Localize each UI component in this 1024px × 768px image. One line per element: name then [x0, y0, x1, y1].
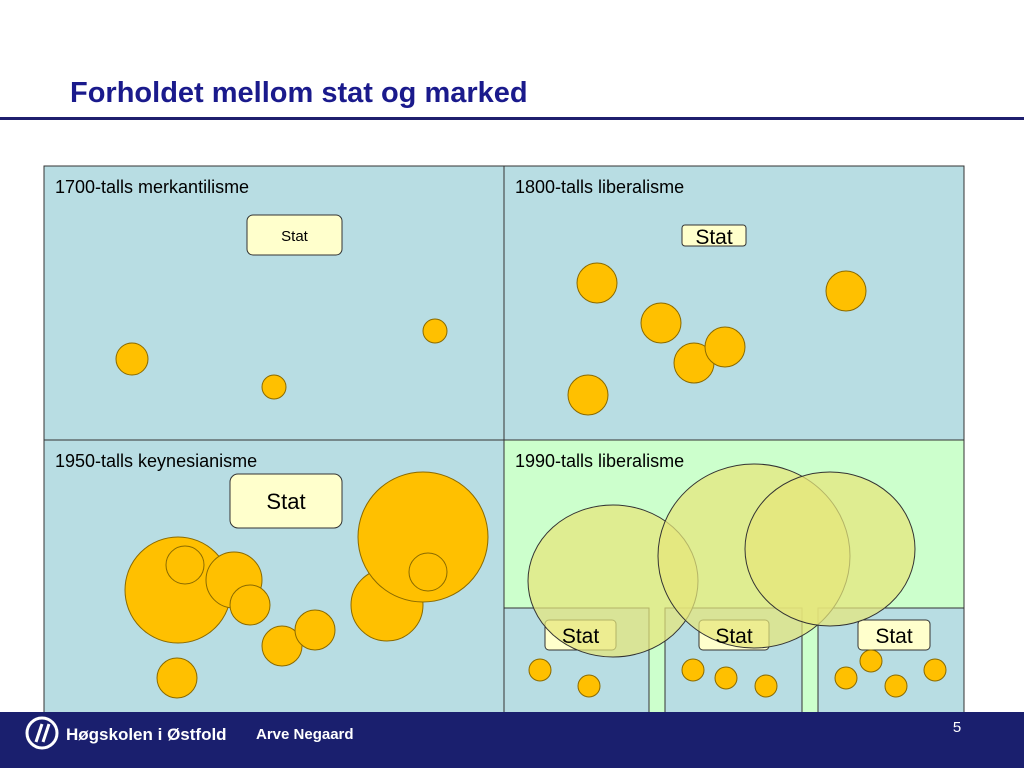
logo-mark — [34, 723, 51, 743]
market-actor — [859, 649, 883, 673]
market-actor — [422, 318, 448, 344]
stat-label: Stat — [281, 228, 309, 245]
institution: Høgskolen i Østfold — [66, 725, 227, 744]
panel-label: 1990-talls liberalisme — [515, 451, 684, 471]
market-actor — [408, 552, 448, 592]
market-actor — [714, 666, 738, 690]
market-actor — [229, 584, 271, 626]
market-actor — [115, 342, 149, 376]
stat-box — [681, 224, 747, 247]
panel-label: 1950-talls keynesianisme — [55, 451, 257, 471]
stat-label: Stat — [266, 489, 305, 514]
panel-label: 1800-talls liberalisme — [515, 177, 684, 197]
market-actor — [681, 658, 705, 682]
page-number: 5 — [953, 719, 961, 736]
stat-label: Stat — [562, 625, 600, 648]
market-actor — [754, 674, 778, 698]
market-actor — [165, 545, 205, 585]
market-actor — [261, 625, 303, 667]
author: Arve Negaard — [256, 726, 354, 743]
market-actor — [576, 262, 618, 304]
market-actor — [567, 374, 609, 416]
stat-label: Stat — [695, 226, 733, 249]
market-actor — [528, 658, 552, 682]
logo — [25, 716, 59, 750]
market-actor — [577, 674, 601, 698]
market-actor — [704, 326, 746, 368]
market-actor — [357, 471, 489, 603]
market-actor — [834, 666, 858, 690]
market-actor — [825, 270, 867, 312]
stat-box — [857, 619, 931, 651]
stat-label: Stat — [875, 625, 913, 648]
market-actor — [294, 609, 336, 651]
footer-bar — [0, 712, 1024, 768]
stat-box — [246, 214, 343, 256]
large-actor — [744, 471, 916, 627]
title-rule — [0, 117, 1024, 120]
market-actor — [923, 658, 947, 682]
stat-label: Stat — [715, 625, 753, 648]
market-actor — [884, 674, 908, 698]
stat-box — [229, 473, 343, 529]
panel-label: 1700-talls merkantilisme — [55, 177, 249, 197]
slide-title: Forholdet mellom stat og marked — [70, 77, 528, 109]
market-actor — [261, 374, 287, 400]
market-actor — [640, 302, 682, 344]
market-actor — [156, 657, 198, 699]
